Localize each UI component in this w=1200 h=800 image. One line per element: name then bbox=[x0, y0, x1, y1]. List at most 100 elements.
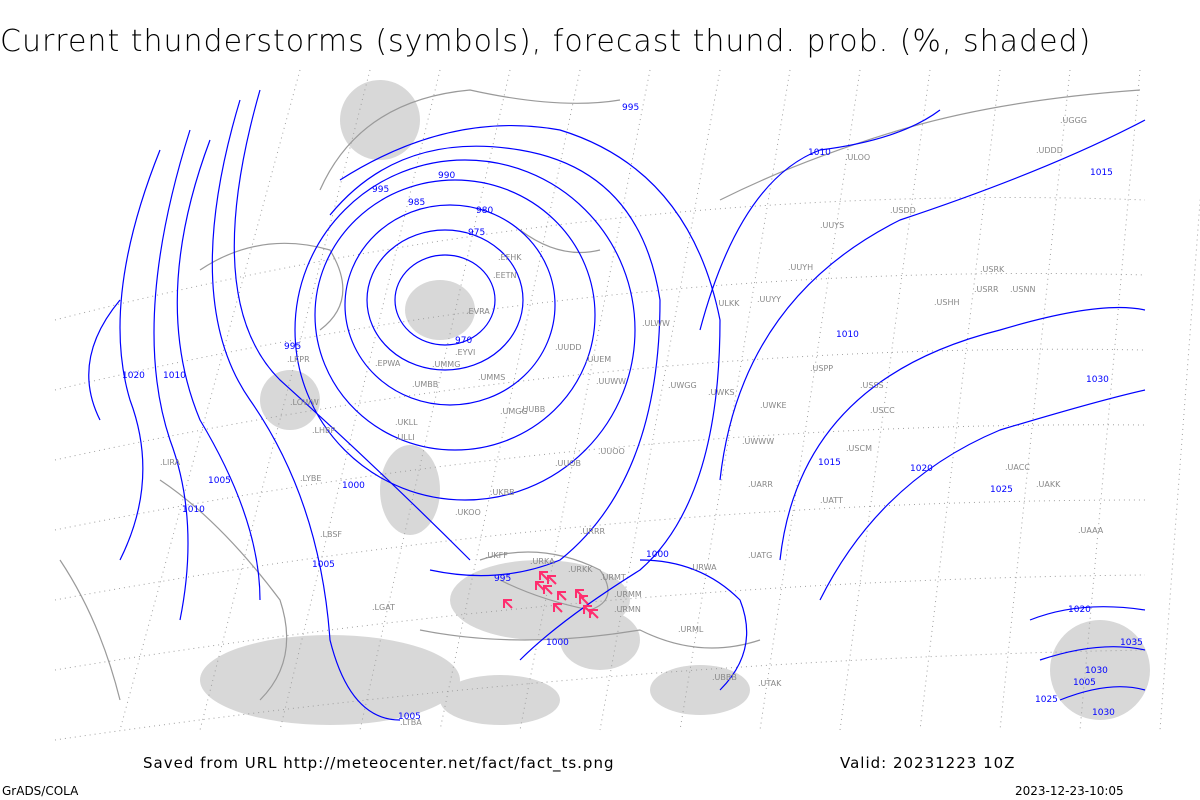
station-label: .UAKK bbox=[1036, 480, 1061, 489]
shaded-area bbox=[200, 635, 460, 725]
station-label: .USRR bbox=[974, 285, 999, 294]
isobar bbox=[211, 99, 401, 721]
station-label: .UUEM bbox=[585, 355, 611, 364]
isobar bbox=[294, 159, 636, 501]
station-label: .UUBB bbox=[520, 405, 545, 414]
shaded-area bbox=[260, 370, 320, 430]
isobar-label: 1025 bbox=[990, 485, 1013, 495]
station-label: .UMMS bbox=[478, 373, 505, 382]
station-label: .UUOO bbox=[598, 447, 625, 456]
station-label: .UMBB bbox=[412, 380, 438, 389]
isobar-label: 1015 bbox=[1090, 168, 1113, 178]
timestamp-text: 2023-12-23-10:05 bbox=[1015, 784, 1124, 798]
station-label: .URML bbox=[678, 625, 704, 634]
isobar-label: 1015 bbox=[818, 458, 841, 468]
station-label: .UWGG bbox=[668, 381, 697, 390]
isobar bbox=[329, 145, 661, 577]
isobar bbox=[639, 559, 748, 691]
isobar-label: 1005 bbox=[208, 476, 231, 486]
isobar-label: 1030 bbox=[1092, 708, 1115, 718]
isobar bbox=[366, 229, 524, 371]
thunderstorm-icon bbox=[535, 581, 545, 591]
station-label: .URMM bbox=[614, 590, 642, 599]
isobar bbox=[153, 129, 191, 621]
coastline bbox=[519, 229, 601, 253]
station-label: .USCC bbox=[870, 406, 895, 415]
meridian bbox=[519, 69, 651, 731]
station-label: .EPWA bbox=[375, 359, 401, 368]
station-label: .LBSF bbox=[320, 530, 342, 539]
isobar bbox=[314, 179, 596, 451]
station-label: .UUDD bbox=[555, 343, 582, 352]
isobar bbox=[344, 204, 556, 406]
isobar-label: 1010 bbox=[163, 371, 186, 381]
isobar bbox=[699, 109, 941, 331]
thunderstorm-icon bbox=[579, 595, 589, 605]
shaded-area bbox=[340, 80, 420, 160]
isobar-label: 1010 bbox=[836, 330, 859, 340]
station-label: .URMT bbox=[600, 573, 626, 582]
isobar-label: 1000 bbox=[546, 638, 569, 648]
isobar-label: 1020 bbox=[122, 371, 145, 381]
shaded-area bbox=[405, 280, 475, 340]
isobar bbox=[819, 389, 1146, 601]
parallel bbox=[54, 499, 1146, 601]
isobar bbox=[719, 119, 1146, 481]
isobar-label: 995 bbox=[494, 574, 511, 584]
station-label: .LGAT bbox=[372, 603, 395, 612]
station-label: .LOWW bbox=[290, 398, 319, 407]
coastline bbox=[719, 89, 1141, 201]
station-label: .UARR bbox=[748, 480, 773, 489]
shaded-area bbox=[380, 445, 440, 535]
parallel bbox=[54, 197, 1146, 321]
station-label: .ULKK bbox=[716, 299, 740, 308]
station-label: .ULOO bbox=[845, 153, 870, 162]
station-label: .UGGG bbox=[1060, 116, 1087, 125]
isobar-label: 1030 bbox=[1086, 375, 1109, 385]
thunderstorm-icon bbox=[547, 575, 557, 585]
coastline bbox=[59, 559, 121, 701]
station-label: .UWWW bbox=[742, 437, 774, 446]
station-label: .LHBP bbox=[312, 426, 336, 435]
meridian bbox=[759, 69, 861, 731]
isobar-label: 1020 bbox=[910, 464, 933, 474]
map-title: Current thunderstorms (symbols), forecas… bbox=[0, 24, 1092, 59]
source-url-text: Saved from URL http://meteocenter.net/fa… bbox=[143, 754, 615, 772]
station-label: .LIRA bbox=[160, 458, 181, 467]
station-label: .LKPR bbox=[287, 355, 310, 364]
isobar-label: 1005 bbox=[398, 712, 421, 722]
isobar bbox=[176, 139, 261, 601]
thunderstorm-icon bbox=[557, 591, 567, 601]
coastline bbox=[199, 242, 344, 331]
station-label: .URWA bbox=[690, 563, 717, 572]
station-label: .USNN bbox=[1010, 285, 1035, 294]
isobar bbox=[779, 306, 1146, 561]
meridian bbox=[199, 69, 371, 731]
isobar-label: 990 bbox=[438, 171, 455, 181]
station-label: .USRK bbox=[980, 265, 1005, 274]
station-label: .UKBB bbox=[490, 488, 515, 497]
station-label: .URKK bbox=[568, 565, 593, 574]
thunderstorm-icon bbox=[589, 609, 599, 619]
meridian bbox=[119, 69, 301, 731]
station-label: .UACC bbox=[1005, 463, 1030, 472]
station-label: .URRR bbox=[580, 527, 606, 536]
isobar bbox=[119, 149, 161, 561]
station-label: .UMGG bbox=[500, 407, 528, 416]
isobar-label: 995 bbox=[284, 342, 301, 352]
station-labels: .ULOO .UUYS .UUYH .UUYY .ULKK .ULWW .UUEM .UUWW… bbox=[160, 116, 1104, 727]
isobar-label: 1030 bbox=[1085, 666, 1108, 676]
station-label: .UBBB bbox=[712, 673, 737, 682]
coastline bbox=[479, 551, 609, 611]
station-label: .USSS bbox=[860, 381, 884, 390]
coastline bbox=[159, 479, 288, 701]
station-label: .URMN bbox=[614, 605, 641, 614]
shaded-area bbox=[440, 675, 560, 725]
station-label: .USPP bbox=[810, 364, 833, 373]
thunderstorm-icon bbox=[503, 599, 513, 609]
station-label: .URKA bbox=[530, 557, 555, 566]
station-label: .UATG bbox=[748, 551, 772, 560]
isobar bbox=[1029, 606, 1146, 621]
isobar-label: 1010 bbox=[808, 148, 831, 158]
